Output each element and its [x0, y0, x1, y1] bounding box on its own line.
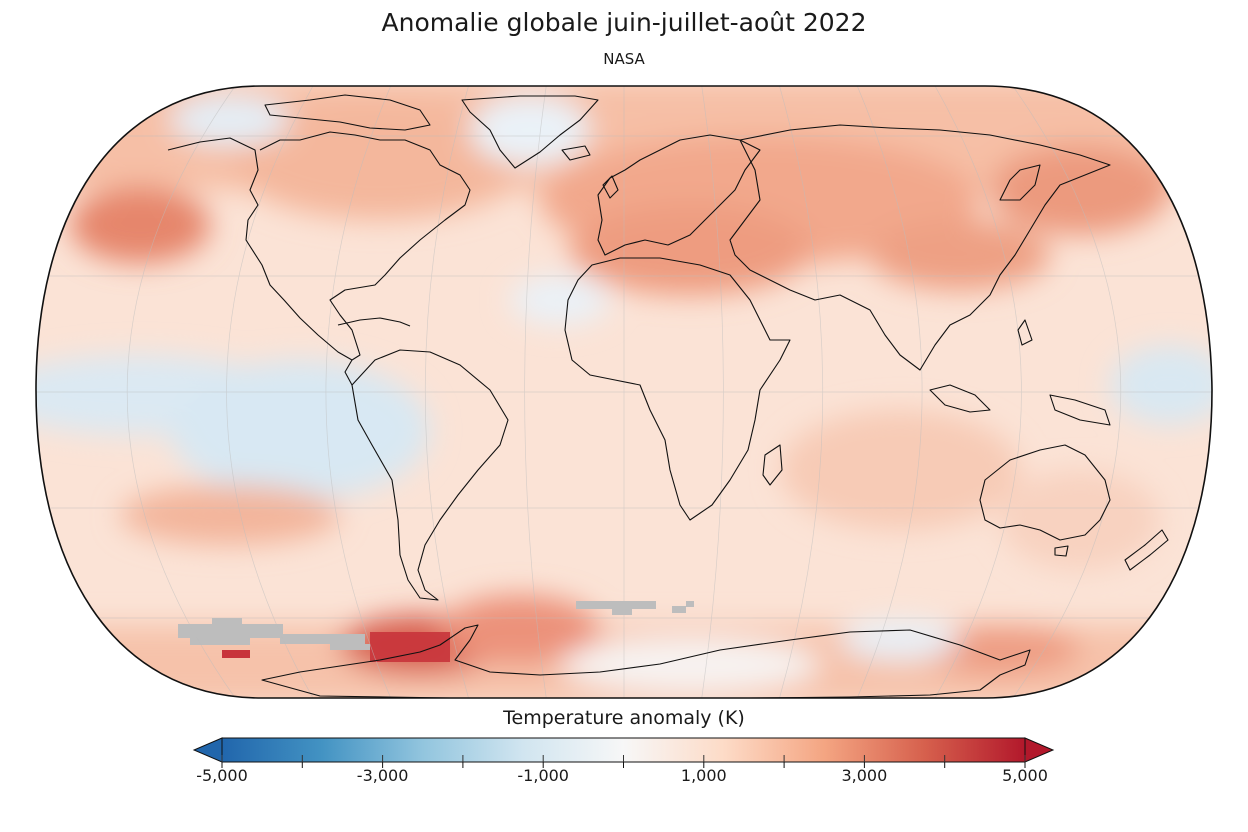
gridline-meridian — [856, 86, 923, 698]
gridlines — [36, 86, 1212, 698]
gridline-meridian — [325, 86, 392, 698]
gridline-meridian — [779, 86, 824, 698]
landmass-greenland — [461, 95, 599, 169]
colorbar-tick-label: -1,000 — [517, 766, 569, 785]
colorbar-label: Temperature anomaly (K) — [503, 707, 745, 729]
colorbar-tick-label: -3,000 — [356, 766, 409, 785]
colorbar-min-extend-arrow — [192, 737, 223, 763]
colorbar-max-extend-arrow — [1024, 737, 1055, 763]
landmass-europe — [597, 134, 761, 256]
colorbar — [192, 737, 1055, 768]
map-boundary — [35, 85, 1213, 699]
landmass-australia — [979, 444, 1111, 541]
coastlines — [167, 94, 1169, 699]
landmass-antarctica — [261, 624, 1031, 699]
map-subtitle: NASA — [603, 50, 645, 68]
colorbar-tick-label: 3,000 — [841, 766, 888, 785]
gridline-meridian — [226, 86, 314, 698]
colorbar-tick-label: 1,000 — [680, 766, 727, 785]
map-title: Anomalie globale juin-juillet-août 2022 — [381, 8, 867, 37]
gridline-meridian — [126, 86, 236, 698]
anomaly-field — [36, 86, 1212, 698]
colorbar-ticks — [221, 755, 1026, 768]
gridline-meridian — [701, 86, 724, 698]
landmass-africa — [564, 257, 791, 521]
colorbar-tick-label: -5,000 — [196, 766, 248, 785]
landmass-asia — [729, 124, 1111, 371]
colorbar-tick-label: 5,000 — [1002, 766, 1048, 785]
gridline-meridian — [1012, 86, 1122, 698]
gridline-meridian — [424, 86, 469, 698]
missing-data-region — [178, 601, 694, 650]
landmass-north-america — [167, 131, 471, 361]
gridline-meridian — [524, 86, 547, 698]
gridline-meridian — [934, 86, 1022, 698]
landmass-south-america — [351, 349, 509, 601]
